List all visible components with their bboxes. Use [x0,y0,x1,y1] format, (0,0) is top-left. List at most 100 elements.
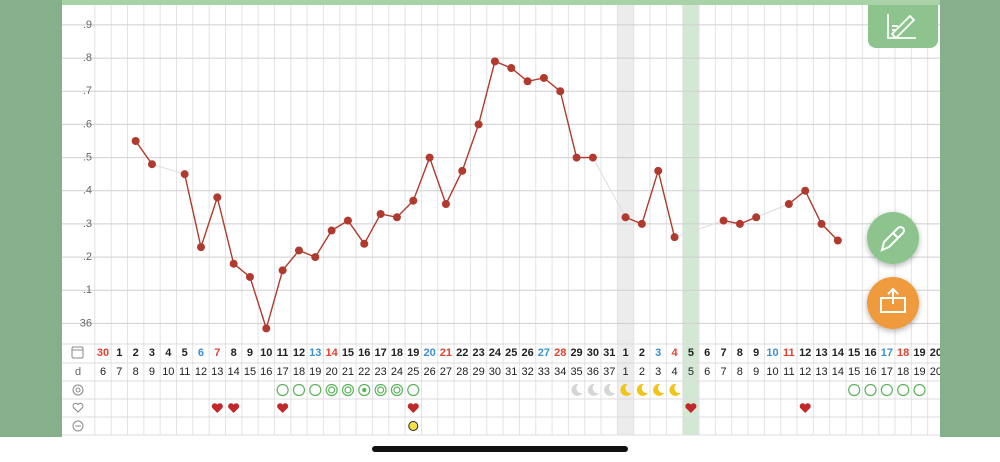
moon-yellow [636,383,648,396]
date-label: 5 [182,347,188,359]
cycle-day-label: 24 [391,366,403,378]
date-label: 11 [783,347,795,359]
temperature-point [278,266,287,275]
cycle-day-label: 11 [179,366,190,378]
date-label: 29 [570,347,582,359]
cycle-day-label: 17 [881,366,893,378]
y-tick-label: .7 [83,85,92,97]
cycle-day-label: 16 [864,366,876,378]
temperature-point [490,57,499,66]
date-label: 30 [587,347,599,359]
temperature-point [311,253,320,262]
date-label: 1 [116,347,122,359]
chart-edit-button[interactable] [868,5,938,48]
calendar-icon [71,346,84,359]
heart [228,403,240,413]
cycle-day-label: 11 [783,366,794,378]
mucus-double-circle-inner [377,386,385,394]
temperature-point [507,64,516,73]
date-label: 13 [815,347,827,359]
temperature-point [670,233,679,242]
cycle-day-label: 32 [521,366,533,378]
temperature-point [752,213,761,222]
cycle-day-label: 6 [100,366,106,378]
cycle-day-label: 36 [587,366,599,378]
y-tick-label: .4 [83,185,92,197]
test-dot [408,421,419,431]
temperature-point [196,243,205,252]
temperature-point [637,219,646,228]
date-label: 8 [231,347,237,359]
mucus-icon [72,384,84,396]
date-label: 17 [374,347,386,359]
gap-connector [674,220,724,238]
temperature-point [213,193,222,202]
y-tick-label: .8 [83,52,92,64]
cycle-day-label: 16 [260,366,272,378]
date-label: 30 [97,347,109,359]
date-label: 20 [423,347,435,359]
date-label: 7 [720,347,726,359]
temperature-point [360,239,369,248]
cycle-day-label: 30 [489,366,501,378]
y-tick-label: .2 [83,251,92,263]
chart: 36.1.2.3.4.5.6.7.8.9d3061728394105116127… [62,5,942,436]
y-tick-label: .6 [83,118,92,130]
moon-yellow [620,383,632,396]
cycle-day-label: 10 [766,366,778,378]
cycle-day-label: 25 [407,366,419,378]
date-label: 2 [133,347,139,359]
date-label: 15 [848,347,860,359]
date-label: 3 [655,347,661,359]
y-tick-label: .1 [83,284,92,296]
test-icon [72,420,84,432]
mucus-double-circle-inner [328,386,336,394]
cycle-day-label: 28 [456,366,468,378]
date-label: 19 [913,347,925,359]
temperature-point [817,219,826,228]
cycle-day-label: 15 [848,366,860,378]
date-label: 16 [864,347,876,359]
date-label: 23 [472,347,484,359]
date-label: 31 [603,347,615,359]
temperature-point [294,246,303,255]
date-label: 3 [149,347,155,359]
y-tick-label: 36 [80,317,92,329]
cycle-day-label: 4 [671,366,677,378]
date-label: 4 [671,347,678,359]
temperature-point [262,324,271,333]
cycle-day-label: 9 [753,366,759,378]
temperature-point [441,200,450,209]
highlight-column [682,5,700,435]
date-label: 19 [407,347,419,359]
cycle-day-label: 10 [162,366,174,378]
cycle-day-label: 6 [704,366,710,378]
mucus-circle [292,383,306,397]
temperature-point [572,153,581,162]
heart-outline-icon [72,402,84,413]
edit-button[interactable] [867,212,919,264]
mucus-double-circle [325,383,338,397]
cycle-day-label: 21 [342,366,354,378]
moon-gray [604,383,616,396]
date-label: 20 [930,347,942,359]
moon-yellow [669,383,681,396]
cycle-day-label: 23 [374,366,386,378]
moon-gray [571,383,583,396]
cycle-day-label: 14 [228,366,240,378]
cycle-day-label: 20 [930,366,942,378]
y-tick-label: .9 [83,19,92,31]
date-label: 27 [538,347,550,359]
temperature-point [425,153,434,162]
cycle-day-label: 19 [309,366,321,378]
mucus-circle [407,383,420,397]
top-strip [62,0,940,5]
date-label: 1 [622,347,628,359]
cycle-day-label: 3 [655,366,661,378]
mucus-double-circle-inner [393,386,401,394]
temperature-point [180,170,189,179]
cycle-day-label: 26 [423,366,435,378]
cycle-day-label: 13 [815,366,827,378]
temperature-point [343,216,352,225]
